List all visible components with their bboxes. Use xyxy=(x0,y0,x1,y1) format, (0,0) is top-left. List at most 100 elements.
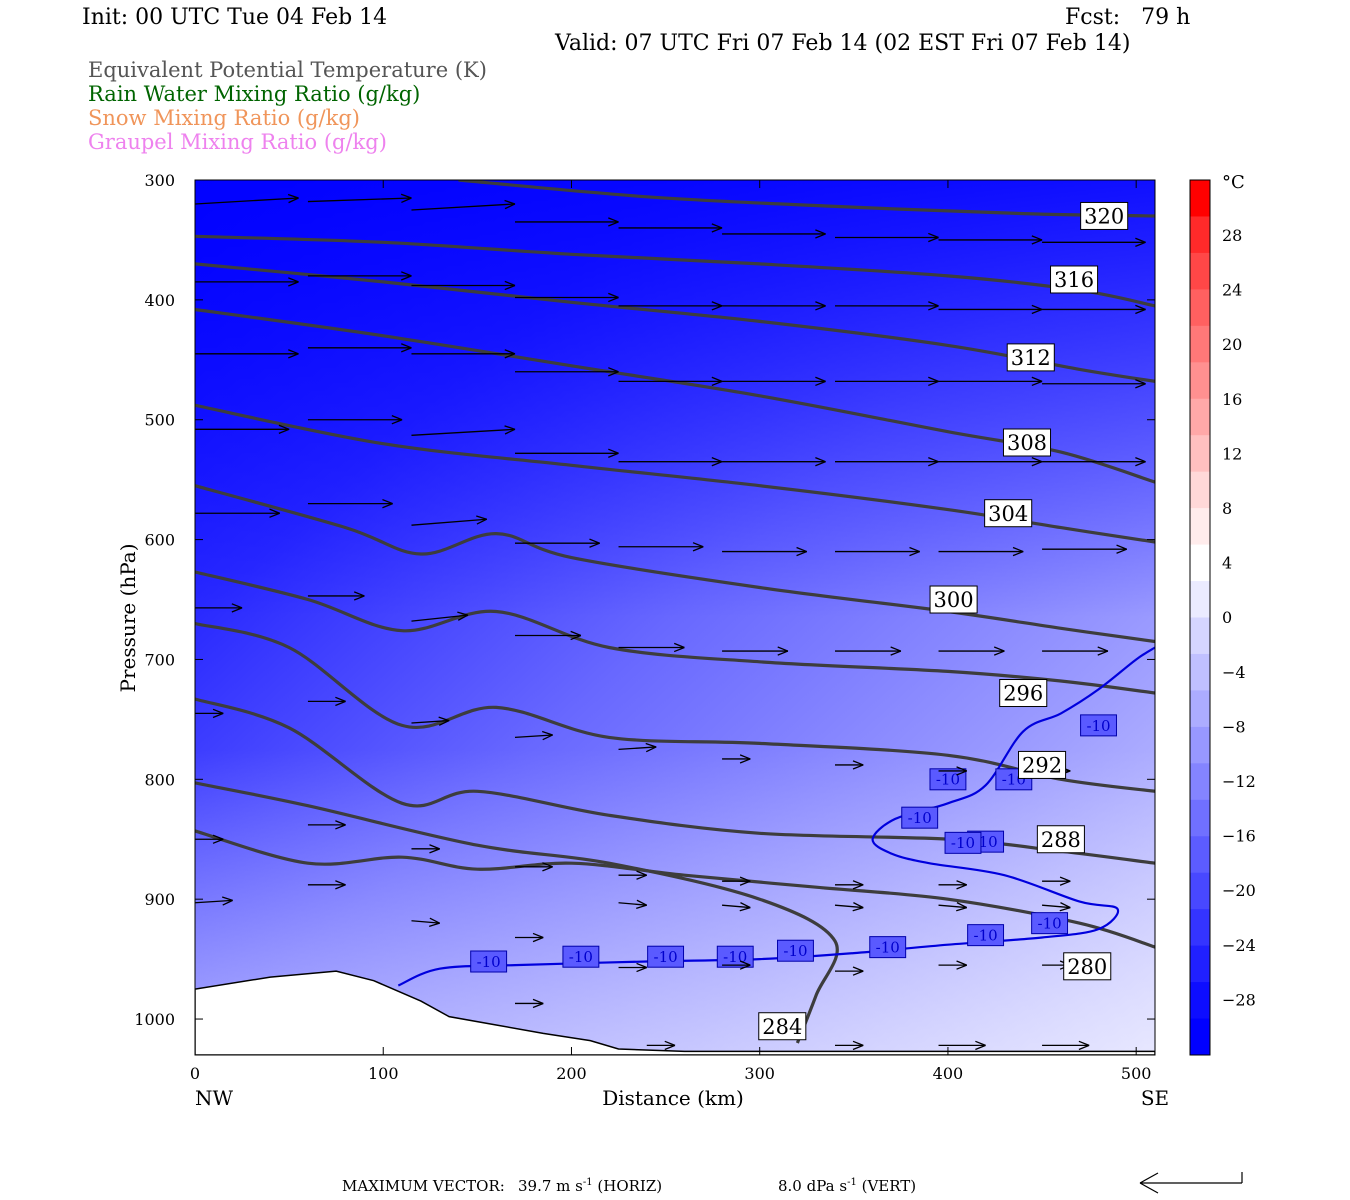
isotherm-label-2: -10 xyxy=(654,948,678,966)
wind-vector xyxy=(411,199,516,211)
colorbar-swatch xyxy=(1190,544,1210,582)
theta-e-contour-304 xyxy=(195,403,1155,544)
colorbar-label-11: −16 xyxy=(1222,827,1256,846)
colorbar-swatch xyxy=(1190,909,1210,947)
wind-vector xyxy=(938,376,1043,387)
legend-snow: Snow Mixing Ratio (g/kg) xyxy=(88,106,360,130)
wind-vector xyxy=(195,603,243,613)
wind-vector xyxy=(722,876,751,886)
theta-e-label-300: 300 xyxy=(934,588,974,612)
colorbar-swatch xyxy=(1190,398,1210,436)
wind-vector xyxy=(835,456,939,467)
x-axis-right-end: SE xyxy=(1141,1086,1169,1110)
wind-vector xyxy=(835,966,864,976)
wind-vector xyxy=(938,456,1043,467)
theta-e-contour-280 xyxy=(195,829,1155,949)
y-tick-label-900: 900 xyxy=(144,890,175,909)
horiz-unit: (HORIZ) xyxy=(597,1177,663,1195)
theta-e-label-296-box xyxy=(999,679,1048,708)
colorbar-label-0: 28 xyxy=(1222,226,1242,245)
y-tick-label-700: 700 xyxy=(144,650,175,669)
wind-vector xyxy=(307,696,346,707)
isotherm-label-5-box xyxy=(869,936,907,959)
theta-e-label-308-box xyxy=(1002,428,1052,457)
isotherm-label-1: -10 xyxy=(569,948,593,966)
colorbar-label-14: −28 xyxy=(1222,990,1256,1009)
wind-vector xyxy=(722,960,751,970)
colorbar-label-12: −20 xyxy=(1222,881,1256,900)
wind-vector xyxy=(1042,646,1109,656)
y-tick-label-300: 300 xyxy=(144,171,175,190)
terrain xyxy=(195,970,1155,1055)
wind-vector xyxy=(195,349,299,359)
forecast-hour: Fcst: 79 h xyxy=(1065,5,1191,30)
colorbar-swatch xyxy=(1190,872,1210,910)
isotherm-label-7: -10 xyxy=(1038,915,1062,933)
theta-e-label-296: 296 xyxy=(1003,682,1043,706)
wind-vector xyxy=(722,902,751,912)
wind-vector xyxy=(835,760,864,770)
colorbar-label-1: 24 xyxy=(1222,281,1242,300)
isotherm-label-4: -10 xyxy=(783,942,807,960)
y-tick-label-800: 800 xyxy=(144,770,175,789)
y-axis-title: Pressure (hPa) xyxy=(116,544,140,693)
wind-vector xyxy=(307,343,412,353)
y-tick-label-1000: 1000 xyxy=(134,1010,175,1029)
wind-vector xyxy=(514,730,553,741)
isotherm-label-5: -10 xyxy=(876,939,900,957)
wind-vector xyxy=(195,708,224,719)
isotherm-label-11-box xyxy=(929,768,967,791)
vert-value: 8.0 dPa s xyxy=(778,1177,848,1195)
isotherm-label-0-box xyxy=(470,950,508,973)
colorbar-swatch xyxy=(1190,763,1210,801)
wind-vector xyxy=(1042,237,1146,248)
colorbar-label-13: −24 xyxy=(1222,936,1256,955)
wind-vector xyxy=(195,277,299,287)
x-tick-label-200: 200 xyxy=(556,1064,587,1083)
wind-vector xyxy=(195,834,224,844)
reference-vector xyxy=(1139,1172,1243,1194)
wind-vector xyxy=(1042,876,1071,886)
colorbar-swatch xyxy=(1190,471,1210,509)
wind-vector xyxy=(722,646,789,656)
init-time: Init: 00 UTC Tue 04 Feb 14 xyxy=(82,5,388,30)
isotherm-label-3-box xyxy=(716,945,754,968)
theta-e-contour-288 xyxy=(195,697,1155,865)
isotherm-label-6: -10 xyxy=(974,927,998,945)
x-tick-label-400: 400 xyxy=(933,1064,964,1083)
colorbar-swatch xyxy=(1190,581,1210,618)
wind-vector xyxy=(835,232,939,243)
horiz-vector-value: 39.7 m s-1 (HORIZ) xyxy=(518,1177,662,1195)
wind-vector xyxy=(411,844,440,854)
colorbar-swatch xyxy=(1190,690,1210,728)
colorbar-swatch xyxy=(1190,982,1210,1020)
wind-vector xyxy=(835,646,902,656)
wind-vector xyxy=(411,611,469,622)
colorbar-swatch xyxy=(1190,726,1210,764)
wind-vector xyxy=(307,415,403,425)
isotherm-label-9: -10 xyxy=(951,834,975,852)
colorbar-swatch xyxy=(1190,836,1210,874)
wind-vector xyxy=(938,766,968,776)
legend-rain-water: Rain Water Mixing Ratio (g/kg) xyxy=(88,82,421,106)
colorbar-swatch xyxy=(1190,653,1210,691)
wind-vector xyxy=(938,646,1005,656)
y-tick-label-500: 500 xyxy=(144,411,175,430)
wind-vector xyxy=(515,448,619,458)
colorbar-label-8: −4 xyxy=(1222,663,1246,682)
wind-vector xyxy=(618,456,723,467)
wind-vector xyxy=(307,498,393,509)
colorbar-swatch xyxy=(1190,435,1210,473)
colorbar-swatch xyxy=(1190,289,1210,327)
x-axis-title: Distance (km) xyxy=(602,1086,744,1110)
x-tick-label-0: 0 xyxy=(190,1064,200,1083)
wind-vector xyxy=(938,902,968,912)
wind-vector xyxy=(722,229,826,239)
theta-e-label-320-box xyxy=(1080,201,1129,230)
legend-theta-e: Equivalent Potential Temperature (K) xyxy=(88,58,487,82)
x-tick-label-500: 500 xyxy=(1121,1064,1152,1083)
wind-vector xyxy=(618,223,723,233)
wind-vector xyxy=(722,301,826,311)
wind-vector xyxy=(618,742,657,753)
